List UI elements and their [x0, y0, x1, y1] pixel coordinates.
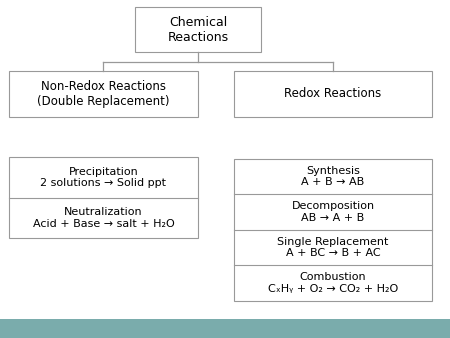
FancyBboxPatch shape — [9, 157, 198, 238]
Text: Decomposition
AB → A + B: Decomposition AB → A + B — [292, 201, 374, 223]
FancyBboxPatch shape — [135, 7, 261, 52]
Text: Redox Reactions: Redox Reactions — [284, 87, 382, 100]
Text: Non-Redox Reactions
(Double Replacement): Non-Redox Reactions (Double Replacement) — [37, 80, 170, 108]
Text: Precipitation
2 solutions → Solid ppt: Precipitation 2 solutions → Solid ppt — [40, 167, 166, 188]
Text: Synthesis
A + B → AB: Synthesis A + B → AB — [302, 166, 364, 187]
FancyBboxPatch shape — [234, 159, 432, 301]
FancyBboxPatch shape — [234, 71, 432, 117]
FancyBboxPatch shape — [9, 71, 198, 117]
FancyBboxPatch shape — [0, 319, 450, 338]
Text: Chemical
Reactions: Chemical Reactions — [167, 16, 229, 44]
Text: Single Replacement
A + BC → B + AC: Single Replacement A + BC → B + AC — [277, 237, 389, 258]
Text: Neutralization
Acid + Base → salt + H₂O: Neutralization Acid + Base → salt + H₂O — [32, 207, 175, 229]
Text: Combustion
CₓHᵧ + O₂ → CO₂ + H₂O: Combustion CₓHᵧ + O₂ → CO₂ + H₂O — [268, 272, 398, 294]
